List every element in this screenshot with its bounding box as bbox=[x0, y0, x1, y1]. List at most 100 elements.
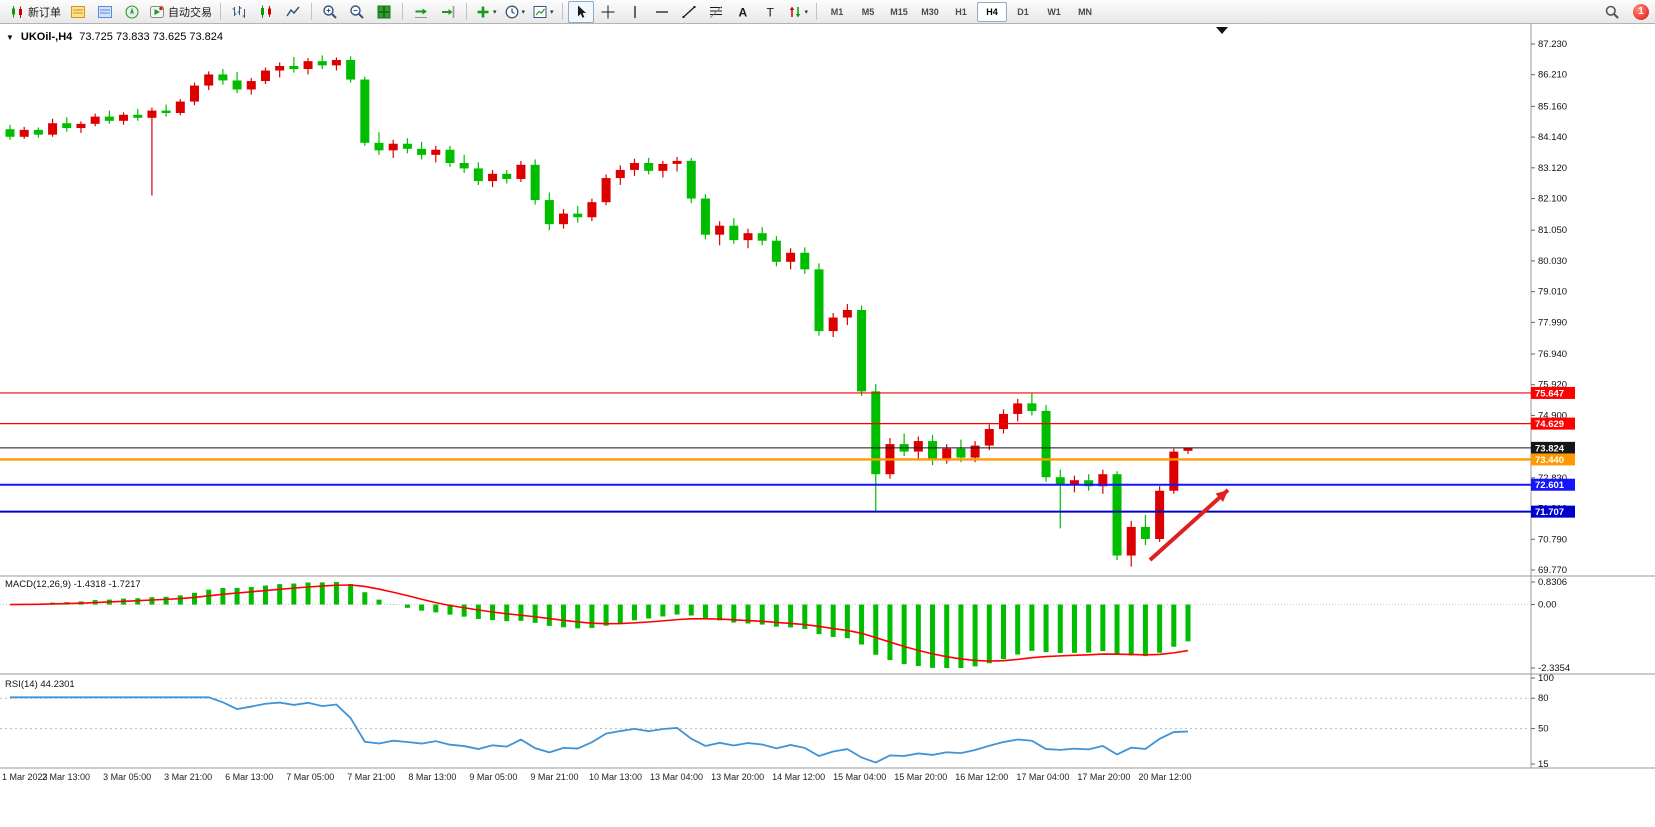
fibo-icon bbox=[708, 4, 724, 20]
chart-shift-button[interactable] bbox=[435, 1, 461, 23]
svg-text:16 Mar 12:00: 16 Mar 12:00 bbox=[955, 772, 1008, 782]
svg-text:72.830: 72.830 bbox=[1538, 473, 1567, 484]
autotrading-icon bbox=[149, 4, 165, 20]
svg-text:79.010: 79.010 bbox=[1538, 287, 1567, 298]
svg-text:80.030: 80.030 bbox=[1538, 256, 1567, 267]
auto-scroll-button[interactable] bbox=[408, 1, 434, 23]
svg-text:74.900: 74.900 bbox=[1538, 410, 1567, 421]
svg-text:76.940: 76.940 bbox=[1538, 349, 1567, 360]
cursor-button[interactable] bbox=[567, 0, 594, 23]
svg-text:3 Mar 21:00: 3 Mar 21:00 bbox=[164, 772, 212, 782]
periods-button[interactable]: ▾ bbox=[501, 1, 529, 23]
label-icon: T bbox=[762, 4, 778, 20]
svg-text:6 Mar 13:00: 6 Mar 13:00 bbox=[225, 772, 273, 782]
svg-text:50: 50 bbox=[1538, 724, 1549, 735]
chart-shift-marker[interactable] bbox=[1216, 27, 1228, 34]
svg-text:3 Mar 05:00: 3 Mar 05:00 bbox=[103, 772, 151, 782]
price-tag bbox=[1531, 505, 1575, 518]
data-window-button[interactable] bbox=[92, 1, 118, 23]
candlestick-chart-button[interactable] bbox=[253, 1, 279, 23]
svg-text:10 Mar 13:00: 10 Mar 13:00 bbox=[589, 772, 642, 782]
trendline-button[interactable] bbox=[676, 1, 702, 23]
tf-h4[interactable]: H4 bbox=[977, 1, 1008, 22]
zoom-out-button[interactable] bbox=[344, 1, 370, 23]
bar-chart-button[interactable] bbox=[226, 1, 252, 23]
trend-arrow[interactable] bbox=[1148, 488, 1230, 562]
rsi-label: RSI(14) 44.2301 bbox=[5, 679, 75, 690]
tf-h1[interactable]: H1 bbox=[955, 6, 967, 17]
tf-m15[interactable]: M15 bbox=[890, 6, 908, 17]
dropdown-caret-icon: ▾ bbox=[804, 8, 809, 16]
svg-text:7 Mar 05:00: 7 Mar 05:00 bbox=[286, 772, 334, 782]
main-toolbar: 新订单 自动交易 ▾ ▾ ▾ A T ▾ M1 M5 M15 M30 H1 H4 D1 W1 MN 1 bbox=[0, 0, 1655, 24]
tf-m30[interactable]: M30 bbox=[921, 6, 939, 17]
svg-text:84.140: 84.140 bbox=[1538, 132, 1567, 143]
clock-icon bbox=[504, 4, 520, 20]
price-tag bbox=[1531, 478, 1575, 491]
fibonacci-button[interactable] bbox=[703, 1, 729, 23]
level-line-74.629[interactable]: 74.629 bbox=[0, 417, 1575, 431]
toolbar-separator bbox=[816, 3, 818, 20]
template-icon bbox=[532, 4, 548, 20]
tile-windows-icon bbox=[376, 4, 392, 20]
notification-badge[interactable]: 1 bbox=[1633, 3, 1649, 20]
level-line-73.824[interactable]: 73.824 bbox=[0, 441, 1575, 455]
zoom-in-button[interactable] bbox=[317, 1, 343, 23]
tf-m1[interactable]: M1 bbox=[830, 6, 844, 17]
svg-text:14 Mar 12:00: 14 Mar 12:00 bbox=[772, 772, 825, 782]
tf-mn[interactable]: MN bbox=[1078, 6, 1093, 17]
zoom-in-icon bbox=[322, 4, 338, 20]
tf-d1[interactable]: D1 bbox=[1017, 6, 1029, 17]
chart-shift-icon bbox=[440, 4, 456, 20]
level-line-73.440[interactable]: 73.440 bbox=[0, 453, 1575, 466]
new-order-icon bbox=[9, 4, 25, 20]
tf-w1[interactable]: W1 bbox=[1047, 6, 1061, 17]
svg-text:0.00: 0.00 bbox=[1538, 600, 1557, 611]
cursor-icon bbox=[573, 4, 589, 20]
svg-text:100: 100 bbox=[1538, 673, 1554, 684]
arrows-button[interactable]: ▾ bbox=[784, 1, 812, 23]
svg-text:87.230: 87.230 bbox=[1538, 39, 1567, 50]
autotrading-button[interactable]: 自动交易 bbox=[146, 1, 215, 23]
zoom-out-icon bbox=[349, 4, 365, 20]
svg-text:72.601: 72.601 bbox=[1535, 480, 1565, 491]
indicators-button[interactable]: ▾ bbox=[472, 1, 500, 23]
dropdown-caret-icon: ▾ bbox=[493, 8, 497, 16]
new-order-button-label: 新订单 bbox=[28, 6, 61, 19]
text-label-button[interactable]: T bbox=[757, 1, 783, 23]
svg-text:17 Mar 20:00: 17 Mar 20:00 bbox=[1077, 772, 1130, 782]
svg-text:0.8306: 0.8306 bbox=[1538, 577, 1567, 588]
crosshair-button[interactable] bbox=[595, 1, 621, 23]
tf-m5[interactable]: M5 bbox=[861, 6, 875, 17]
chart-title: ▼ UKOil-,H4 73.725 73.833 73.625 73.824 bbox=[6, 31, 223, 43]
trendline-icon bbox=[681, 4, 697, 20]
indicators-icon bbox=[475, 4, 491, 20]
svg-text:7 Mar 21:00: 7 Mar 21:00 bbox=[347, 772, 395, 782]
navigator-icon bbox=[124, 4, 140, 20]
level-line-75.647[interactable]: 75.647 bbox=[0, 386, 1575, 400]
vertical-line-button[interactable] bbox=[622, 1, 648, 23]
navigator-button[interactable] bbox=[119, 1, 145, 23]
hline-icon bbox=[654, 4, 670, 20]
svg-text:81.050: 81.050 bbox=[1538, 225, 1567, 236]
text-button[interactable]: A bbox=[730, 1, 756, 23]
horizontal-line-button[interactable] bbox=[649, 1, 675, 23]
macd-label: MACD(12,26,9) -1.4318 -1.7217 bbox=[5, 579, 141, 590]
one-click-trading-toggle[interactable]: ▼ bbox=[6, 32, 14, 42]
svg-text:70.790: 70.790 bbox=[1538, 534, 1567, 545]
svg-text:69.770: 69.770 bbox=[1538, 565, 1567, 576]
templates-button[interactable]: ▾ bbox=[529, 1, 557, 23]
line-chart-button[interactable] bbox=[280, 1, 306, 23]
search-button[interactable] bbox=[1599, 1, 1625, 23]
tile-windows-button[interactable] bbox=[371, 1, 397, 23]
chart-canvas[interactable]: 87.230 86.210 85.160 84.140 83.120 82.100 81.0… bbox=[0, 24, 1655, 827]
svg-text:13 Mar 04:00: 13 Mar 04:00 bbox=[650, 772, 703, 782]
line-chart-icon bbox=[285, 4, 301, 20]
level-line-72.601[interactable]: 72.601 bbox=[0, 478, 1575, 492]
macd-signal-line bbox=[9, 584, 1189, 662]
svg-text:82.100: 82.100 bbox=[1538, 194, 1567, 205]
market-watch-button[interactable] bbox=[65, 1, 91, 23]
new-order-button[interactable]: 新订单 bbox=[6, 1, 64, 23]
level-line-71.707[interactable]: 71.707 bbox=[0, 505, 1575, 519]
